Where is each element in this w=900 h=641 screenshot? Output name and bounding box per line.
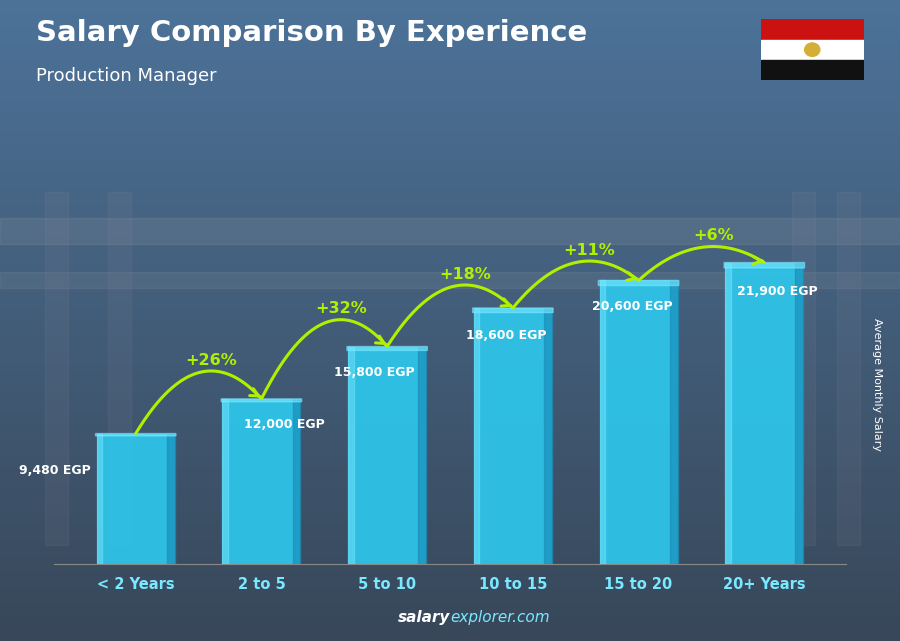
Text: 9,480 EGP: 9,480 EGP <box>19 463 91 477</box>
FancyBboxPatch shape <box>598 280 679 285</box>
FancyBboxPatch shape <box>95 433 176 436</box>
Bar <box>760 19 864 40</box>
Bar <box>725 263 804 564</box>
Bar <box>348 347 354 564</box>
Bar <box>108 192 130 545</box>
Text: +32%: +32% <box>315 301 367 316</box>
Bar <box>599 280 605 564</box>
Text: Salary Comparison By Experience: Salary Comparison By Experience <box>36 19 587 47</box>
Text: +18%: +18% <box>439 267 491 281</box>
FancyBboxPatch shape <box>346 347 428 351</box>
Bar <box>837 192 859 545</box>
Text: +11%: +11% <box>563 242 616 258</box>
Bar <box>760 40 864 60</box>
FancyBboxPatch shape <box>472 308 554 313</box>
Bar <box>796 263 804 564</box>
Bar <box>166 433 175 564</box>
Bar <box>544 308 552 564</box>
Bar <box>474 308 480 564</box>
Text: 15,800 EGP: 15,800 EGP <box>334 366 415 379</box>
Bar <box>222 399 301 564</box>
Bar <box>45 192 68 545</box>
Bar <box>725 263 731 564</box>
Bar <box>760 60 864 80</box>
Bar <box>96 433 103 564</box>
Circle shape <box>805 43 820 56</box>
Text: 12,000 EGP: 12,000 EGP <box>244 418 324 431</box>
Bar <box>599 280 678 564</box>
Text: 20,600 EGP: 20,600 EGP <box>592 300 672 313</box>
Bar <box>0 272 900 288</box>
Text: salary: salary <box>398 610 450 625</box>
Bar <box>222 399 228 564</box>
Bar <box>792 192 814 545</box>
Text: +6%: +6% <box>693 228 733 243</box>
Text: Average Monthly Salary: Average Monthly Salary <box>872 318 883 451</box>
FancyBboxPatch shape <box>724 263 805 268</box>
Text: 18,600 EGP: 18,600 EGP <box>466 329 547 342</box>
Bar <box>292 399 301 564</box>
Bar <box>0 218 900 244</box>
Bar <box>96 433 175 564</box>
Text: 21,900 EGP: 21,900 EGP <box>736 285 817 297</box>
Text: explorer.com: explorer.com <box>450 610 550 625</box>
Text: Production Manager: Production Manager <box>36 67 217 85</box>
Bar <box>474 308 552 564</box>
Bar <box>670 280 678 564</box>
Bar <box>348 347 426 564</box>
Bar <box>418 347 426 564</box>
FancyBboxPatch shape <box>221 399 302 402</box>
Text: +26%: +26% <box>185 353 237 367</box>
